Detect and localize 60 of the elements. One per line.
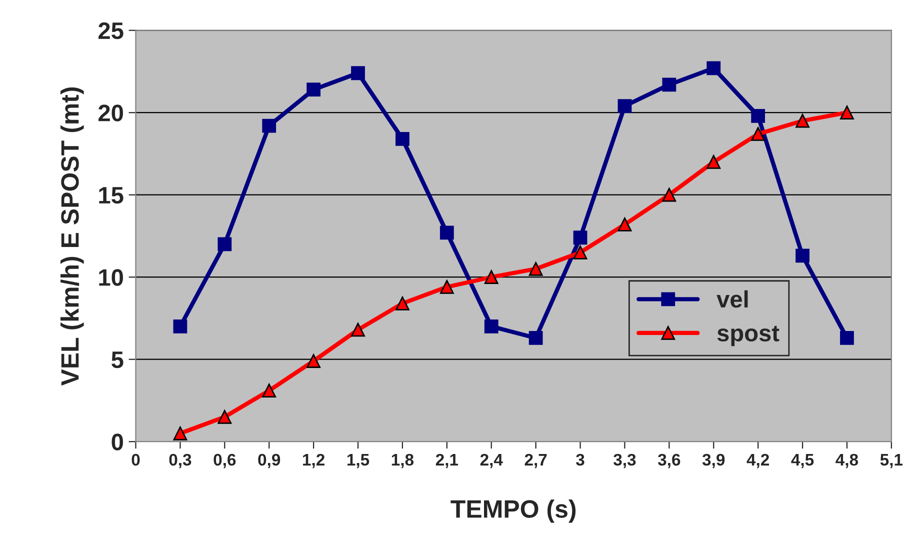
point <box>618 218 632 232</box>
point <box>306 82 320 97</box>
y-axis-title: VEL (km/h) E SPOST (mt) <box>60 87 84 386</box>
point <box>173 426 188 440</box>
point <box>351 66 365 80</box>
x-tick-label: 0,3 <box>169 454 192 468</box>
x-tick-label: 2,7 <box>524 454 547 468</box>
point <box>706 61 721 76</box>
point <box>218 410 232 424</box>
point <box>173 320 188 334</box>
point <box>662 78 676 92</box>
x-tick-label: 3,3 <box>614 454 636 468</box>
x-tick-label: 0 <box>132 454 140 466</box>
point <box>796 248 810 263</box>
x-tick-label: 2,1 <box>436 454 458 468</box>
point <box>796 114 810 128</box>
point <box>528 331 543 345</box>
x-tick-label: 4,5 <box>791 454 814 468</box>
x-tick-label: 2,4 <box>480 454 503 468</box>
point <box>262 118 276 133</box>
point <box>618 99 632 113</box>
legend-label: vel <box>716 290 748 308</box>
point <box>484 320 498 334</box>
point <box>351 322 365 337</box>
x-axis-title: TEMPO (s) <box>450 500 576 523</box>
point <box>396 296 410 310</box>
point <box>751 108 766 123</box>
point <box>218 237 232 252</box>
legend-label: spost <box>717 326 780 346</box>
point <box>840 106 854 120</box>
x-tick-label: 1,8 <box>392 454 414 468</box>
point <box>751 127 766 141</box>
x-tick-label: 5,1 <box>880 454 903 468</box>
point <box>528 262 543 276</box>
x-tick-label: 3,6 <box>658 454 680 468</box>
x-tick-label: 0,6 <box>214 454 236 468</box>
point <box>662 188 676 202</box>
y-tick-label: 5 <box>112 352 124 368</box>
point <box>573 230 588 245</box>
x-tick-label: 1,5 <box>347 454 370 468</box>
point <box>706 155 721 169</box>
x-tick-label: 0,9 <box>258 454 280 468</box>
point <box>440 226 454 240</box>
point <box>262 384 276 398</box>
y-tick-label: 25 <box>98 22 124 40</box>
point <box>396 132 410 146</box>
point <box>306 354 320 368</box>
x-tick-label: 3 <box>576 454 584 466</box>
y-tick-label: 15 <box>99 187 124 204</box>
x-tick-label: 4,2 <box>746 454 769 468</box>
y-tick-label: 0 <box>112 434 123 450</box>
x-tick-label: 4,8 <box>836 454 858 468</box>
point <box>573 245 588 260</box>
point <box>440 280 454 294</box>
y-tick-label: 20 <box>98 104 123 122</box>
point <box>484 270 498 284</box>
x-tick-label: 1,2 <box>303 454 324 468</box>
point <box>840 331 854 345</box>
y-tick-label: 10 <box>99 269 123 286</box>
x-tick-label: 3,9 <box>702 454 725 468</box>
